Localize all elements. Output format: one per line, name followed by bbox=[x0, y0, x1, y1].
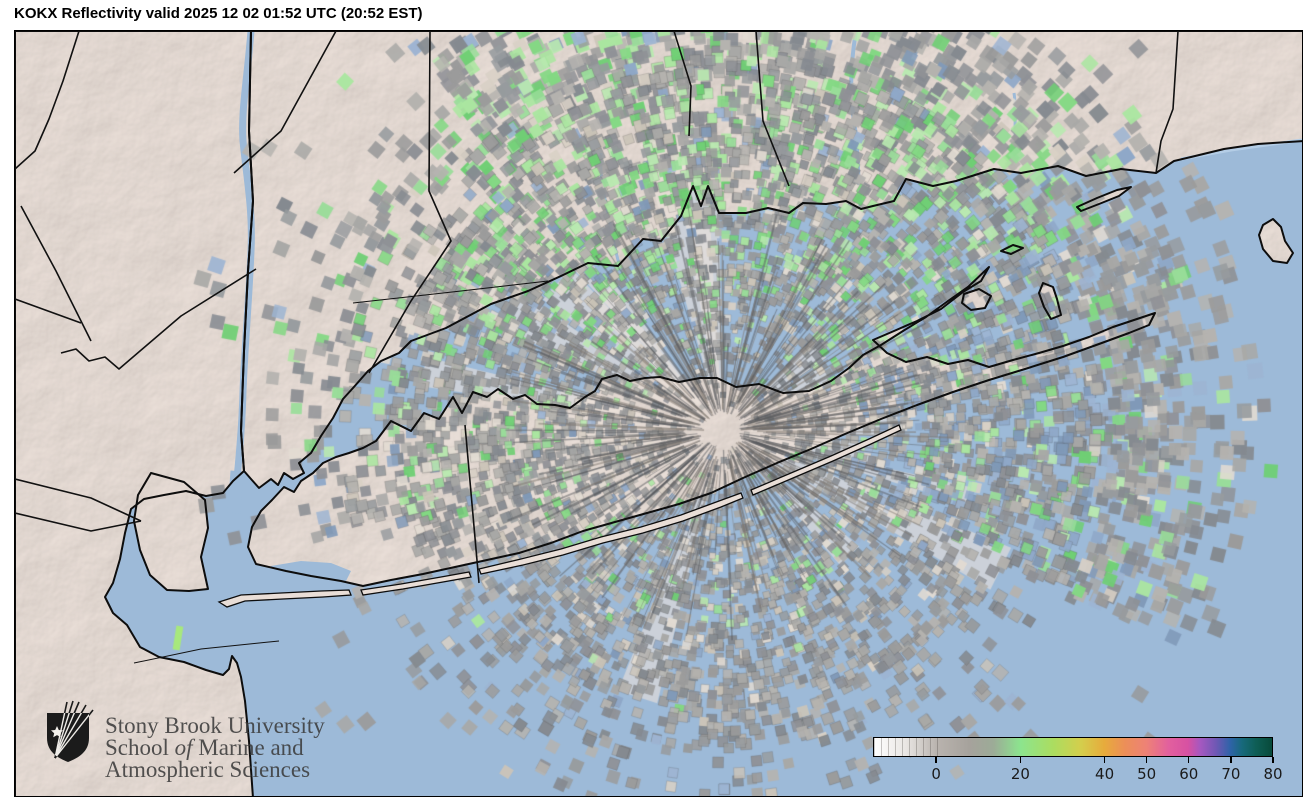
border-ct-county2 bbox=[673, 31, 692, 137]
colorbar-tick-label: 0 bbox=[931, 765, 941, 783]
logo-line3: Atmospheric Sciences bbox=[105, 757, 311, 782]
colorbar: 0 20 40 50 60 70 80 bbox=[873, 737, 1283, 796]
border-ct-ri bbox=[1155, 31, 1179, 174]
sbu-shield-icon bbox=[47, 700, 94, 762]
colorbar-tick bbox=[1019, 757, 1022, 763]
border-nj-4 bbox=[15, 512, 142, 532]
colorbar-segment-lines bbox=[874, 738, 938, 756]
colorbar-tick bbox=[1188, 757, 1190, 763]
colorbar-tick bbox=[1145, 757, 1148, 763]
thin-lines bbox=[133, 280, 549, 664]
colorbar-tick-label: 60 bbox=[1179, 765, 1199, 783]
sbu-logo: Stony Brook University School of Marine … bbox=[43, 700, 325, 782]
colorbar-tick-label: 20 bbox=[1010, 765, 1030, 783]
colorbar-tick bbox=[1272, 757, 1274, 763]
logo-line2: School of Marine and bbox=[105, 735, 304, 760]
colorbar-tick bbox=[935, 757, 937, 763]
border-ny-ct bbox=[368, 31, 452, 374]
colorbar-tick-label: 50 bbox=[1137, 765, 1157, 783]
colorbar-tick-label: 40 bbox=[1095, 765, 1115, 783]
map-title: KOKX Reflectivity valid 2025 12 02 01:52… bbox=[14, 5, 423, 22]
border-nj-2 bbox=[15, 298, 82, 324]
colorbar-tick-label: 80 bbox=[1263, 765, 1283, 783]
border-ny-nj bbox=[60, 268, 257, 370]
border-ct-county1 bbox=[755, 31, 790, 187]
colorbar-tick bbox=[1103, 757, 1106, 763]
shield-body bbox=[47, 713, 89, 762]
colorbar-tick bbox=[1230, 757, 1232, 763]
barrier-islands bbox=[218, 424, 902, 608]
shield-rays-inner bbox=[54, 713, 89, 759]
logo-text: Stony Brook University School of Marine … bbox=[105, 713, 325, 782]
border-topleft bbox=[15, 31, 80, 170]
logo-line1: Stony Brook University bbox=[105, 713, 325, 738]
border-nj-3 bbox=[15, 478, 142, 522]
radar-map: 0 20 40 50 60 70 80 Stony Brook bbox=[14, 30, 1303, 797]
border-nj-1 bbox=[20, 205, 92, 342]
border-nassau-suffolk bbox=[464, 424, 480, 584]
line-lower-bay bbox=[133, 640, 280, 664]
colorbar-gradient bbox=[873, 737, 1273, 757]
line-ct-coastal bbox=[352, 280, 549, 304]
coastlines bbox=[15, 31, 1302, 796]
border-ny-counties bbox=[233, 31, 337, 174]
state-county-borders bbox=[15, 31, 1179, 584]
boundaries-layer bbox=[15, 31, 1302, 796]
shield-star bbox=[51, 726, 63, 738]
colorbar-tick-label: 70 bbox=[1221, 765, 1241, 783]
